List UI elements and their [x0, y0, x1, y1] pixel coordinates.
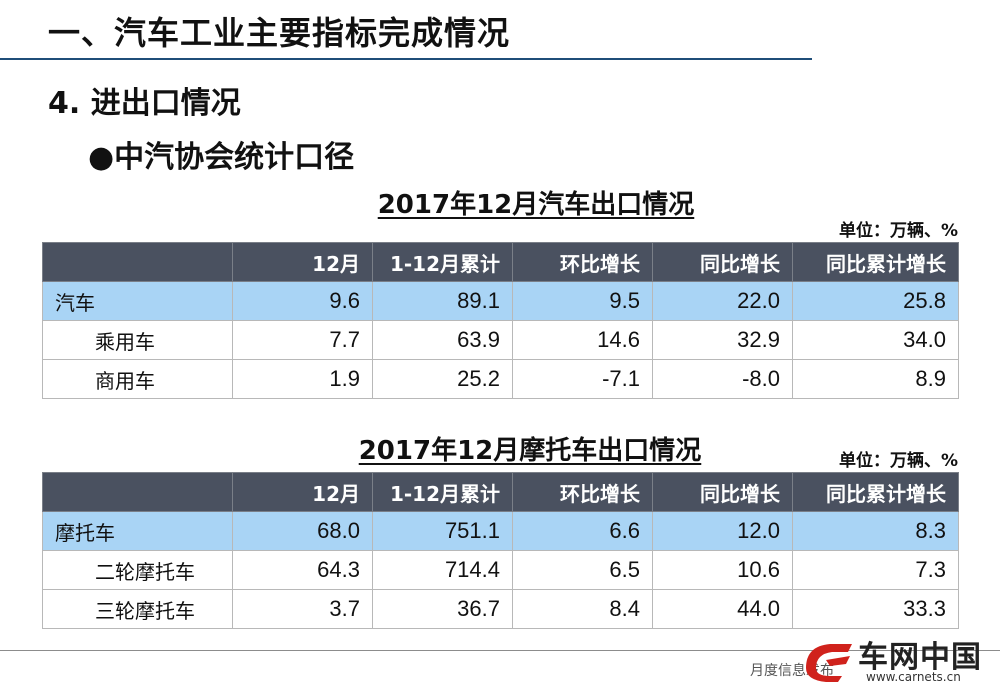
- table-cell: 33.3: [792, 589, 959, 629]
- logo-mark-icon: [806, 644, 852, 682]
- header-cell: 1-12月累计: [372, 242, 513, 282]
- page-title: 一、汽车工业主要指标完成情况: [48, 14, 511, 52]
- table-cell: 8.4: [512, 589, 653, 629]
- row-label: 三轮摩托车: [42, 589, 233, 629]
- row-label: 摩托车: [42, 511, 233, 551]
- table-cell: 25.2: [372, 359, 513, 399]
- table-cell: 714.4: [372, 550, 513, 590]
- row-label: 二轮摩托车: [42, 550, 233, 590]
- header-cell: 12月: [232, 472, 373, 512]
- table-cell: 36.7: [372, 589, 513, 629]
- table-cell: 8.3: [792, 511, 959, 551]
- auto-export-table: 12月 1-12月累计 环比增长 同比增长 同比累计增长 汽车 9.6 89.1…: [42, 242, 959, 399]
- table-cell: 63.9: [372, 320, 513, 360]
- row-label: 汽车: [42, 281, 233, 321]
- table-cell: 7.7: [232, 320, 373, 360]
- table-row: 商用车 1.9 25.2 -7.1 -8.0 8.9: [42, 359, 959, 399]
- table-cell: 10.6: [652, 550, 793, 590]
- header-cell: 环比增长: [512, 472, 653, 512]
- table-cell: 89.1: [372, 281, 513, 321]
- table-row: 二轮摩托车 64.3 714.4 6.5 10.6 7.3: [42, 550, 959, 590]
- table-cell: 64.3: [232, 550, 373, 590]
- header-cell: 同比增长: [652, 472, 793, 512]
- row-label: 乘用车: [42, 320, 233, 360]
- header-cell: 同比增长: [652, 242, 793, 282]
- table-cell: 9.6: [232, 281, 373, 321]
- table-cell: 7.3: [792, 550, 959, 590]
- header-cell: 12月: [232, 242, 373, 282]
- table-cell: 1.9: [232, 359, 373, 399]
- logo-name: 车网中国: [858, 640, 982, 675]
- table-row: 汽车 9.6 89.1 9.5 22.0 25.8: [42, 281, 959, 321]
- header-cell: 同比累计增长: [792, 472, 959, 512]
- motorcycle-export-table-title: 2017年12月摩托车出口情况: [358, 436, 702, 466]
- table-cell: 34.0: [792, 320, 959, 360]
- logo-url: www.carnets.cn: [866, 670, 961, 684]
- header-cell: [42, 242, 233, 282]
- table-cell: 8.9: [792, 359, 959, 399]
- auto-export-unit: 单位：万辆、%: [838, 221, 958, 241]
- table-cell: 22.0: [652, 281, 793, 321]
- table-row: 乘用车 7.7 63.9 14.6 32.9 34.0: [42, 320, 959, 360]
- table-header-row: 12月 1-12月累计 环比增长 同比增长 同比累计增长: [42, 242, 959, 282]
- subsection-heading: ●中汽协会统计口径: [88, 140, 355, 175]
- motorcycle-export-unit: 单位：万辆、%: [838, 451, 958, 471]
- table-cell: 12.0: [652, 511, 793, 551]
- footer-divider: [0, 650, 1000, 651]
- auto-export-table-title: 2017年12月汽车出口情况: [377, 190, 695, 220]
- section-heading: 4. 进出口情况: [48, 86, 241, 121]
- table-cell: 32.9: [652, 320, 793, 360]
- motorcycle-export-table: 12月 1-12月累计 环比增长 同比增长 同比累计增长 摩托车 68.0 75…: [42, 472, 959, 629]
- table-cell: 9.5: [512, 281, 653, 321]
- table-cell: -7.1: [512, 359, 653, 399]
- table-header-row: 12月 1-12月累计 环比增长 同比增长 同比累计增长: [42, 472, 959, 512]
- header-cell: 1-12月累计: [372, 472, 513, 512]
- table-cell: 68.0: [232, 511, 373, 551]
- table-cell: 14.6: [512, 320, 653, 360]
- header-cell: [42, 472, 233, 512]
- table-row: 三轮摩托车 3.7 36.7 8.4 44.0 33.3: [42, 589, 959, 629]
- carnets-logo: 车网中国 www.carnets.cn: [800, 630, 990, 688]
- table-cell: 25.8: [792, 281, 959, 321]
- table-cell: 44.0: [652, 589, 793, 629]
- table-cell: -8.0: [652, 359, 793, 399]
- table-row: 摩托车 68.0 751.1 6.6 12.0 8.3: [42, 511, 959, 551]
- header-cell: 同比累计增长: [792, 242, 959, 282]
- table-cell: 751.1: [372, 511, 513, 551]
- header-cell: 环比增长: [512, 242, 653, 282]
- row-label: 商用车: [42, 359, 233, 399]
- title-divider: [0, 58, 812, 60]
- table-cell: 3.7: [232, 589, 373, 629]
- table-cell: 6.5: [512, 550, 653, 590]
- table-cell: 6.6: [512, 511, 653, 551]
